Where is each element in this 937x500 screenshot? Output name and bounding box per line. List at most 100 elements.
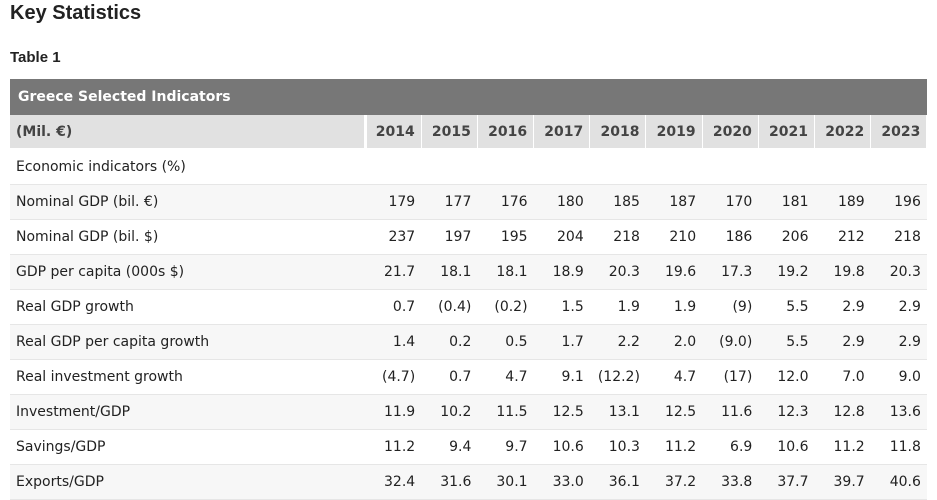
table-cell: 185 bbox=[589, 184, 646, 220]
table-row: Investment/GDP 11.9 10.2 11.5 12.5 13.1 12.5 11… bbox=[10, 394, 927, 430]
table-cell: 181 bbox=[758, 184, 815, 220]
table-cell: 189 bbox=[814, 184, 871, 220]
table-cell: 11.9 bbox=[365, 394, 422, 430]
table-cell: (17) bbox=[702, 359, 759, 395]
table-cell: 12.0 bbox=[758, 359, 815, 395]
table-cell: 6.9 bbox=[702, 429, 759, 465]
row-label: Nominal GDP (bil. $) bbox=[10, 219, 365, 255]
table-cell: 179 bbox=[365, 184, 422, 220]
table-cell: 17.3 bbox=[702, 254, 759, 290]
row-label: Real investment growth bbox=[10, 359, 365, 395]
year-header-2019: 2019 bbox=[645, 115, 703, 150]
year-header-2016: 2016 bbox=[477, 115, 535, 150]
row-label: Real GDP per capita growth bbox=[10, 324, 365, 360]
table-cell: 11.2 bbox=[645, 429, 703, 465]
table-cell: 210 bbox=[645, 219, 703, 255]
table-cell: 2.0 bbox=[645, 324, 703, 360]
table-row: Savings/GDP 11.2 9.4 9.7 10.6 10.3 11.2 6.9 10.6… bbox=[10, 429, 927, 465]
table-cell: 2.9 bbox=[870, 289, 927, 325]
table-cell: 186 bbox=[702, 219, 759, 255]
table-cell: 11.2 bbox=[365, 429, 422, 465]
table-cell: 11.2 bbox=[814, 429, 871, 465]
table-cell: 20.3 bbox=[589, 254, 646, 290]
row-label: Nominal GDP (bil. €) bbox=[10, 184, 365, 220]
table-row: Real investment growth (4.7) 0.7 4.7 9.1 (12.… bbox=[10, 359, 927, 395]
table-cell: 1.9 bbox=[589, 289, 646, 325]
table-cell: 9.0 bbox=[870, 359, 927, 395]
table-cell: 187 bbox=[645, 184, 703, 220]
table-cell: 10.2 bbox=[421, 394, 478, 430]
table-cell: 176 bbox=[477, 184, 534, 220]
table-cell: 4.7 bbox=[645, 359, 703, 395]
table-cell: 5.5 bbox=[758, 289, 815, 325]
table-cell: 196 bbox=[870, 184, 927, 220]
table-cell: 197 bbox=[421, 219, 478, 255]
table-cell: 18.9 bbox=[533, 254, 590, 290]
table-cell: 12.5 bbox=[645, 394, 703, 430]
table-caption: Greece Selected Indicators bbox=[10, 79, 927, 115]
row-label: Investment/GDP bbox=[10, 394, 365, 430]
year-header-2015: 2015 bbox=[421, 115, 478, 150]
table-cell: 2.2 bbox=[589, 324, 646, 360]
table-label: Table 1 bbox=[10, 49, 61, 66]
table-cell: 204 bbox=[533, 219, 590, 255]
row-label: GDP per capita (000s $) bbox=[10, 254, 365, 290]
section-row: Economic indicators (%) bbox=[10, 149, 927, 185]
table-cell: (4.7) bbox=[365, 359, 422, 395]
year-header-2017: 2017 bbox=[533, 115, 591, 150]
table-cell: (0.4) bbox=[421, 289, 478, 325]
table-cell: 7.0 bbox=[814, 359, 871, 395]
indicators-table-container: Greece Selected Indicators (Mil. €) 2014… bbox=[10, 79, 928, 500]
table-cell: 212 bbox=[814, 219, 871, 255]
table-row: Nominal GDP (bil. $) 237 197 195 204 218 210 18… bbox=[10, 219, 927, 255]
table-row: GDP per capita (000s $) 21.7 18.1 18.1 18.9 2… bbox=[10, 254, 927, 290]
table-row: Nominal GDP (bil. €) 179 177 176 180 185 187 17… bbox=[10, 184, 927, 220]
table-cell: 20.3 bbox=[870, 254, 927, 290]
table-cell: 5.5 bbox=[758, 324, 815, 360]
table-cell: (0.2) bbox=[477, 289, 534, 325]
table-cell: 206 bbox=[758, 219, 815, 255]
table-cell: 12.8 bbox=[814, 394, 871, 430]
table-cell: 177 bbox=[421, 184, 478, 220]
year-header-2014: 2014 bbox=[365, 115, 422, 150]
table-cell: 13.1 bbox=[589, 394, 646, 430]
year-header-2023: 2023 bbox=[870, 115, 928, 150]
table-cell: 170 bbox=[702, 184, 759, 220]
table-body: Economic indicators (%) Nominal GDP (bil… bbox=[10, 149, 927, 500]
table-header-row: (Mil. €) 2014 2015 2016 2017 2018 2019 2020 202… bbox=[10, 115, 928, 150]
table-cell: (9) bbox=[702, 289, 759, 325]
table-row: Real GDP growth 0.7 (0.4) (0.2) 1.5 1.9 1.9 (9)… bbox=[10, 289, 927, 325]
table-row: Real GDP per capita growth 1.4 0.2 0.5 1.7 2.… bbox=[10, 324, 927, 360]
table-cell: 19.6 bbox=[645, 254, 703, 290]
table-cell: 9.4 bbox=[421, 429, 478, 465]
table-cell: 195 bbox=[477, 219, 534, 255]
row-label: Real GDP growth bbox=[10, 289, 365, 325]
table-cell: 0.2 bbox=[421, 324, 478, 360]
table-cell: 0.5 bbox=[477, 324, 534, 360]
year-header-2020: 2020 bbox=[702, 115, 759, 150]
table-cell: 21.7 bbox=[365, 254, 422, 290]
table-cell: 11.6 bbox=[702, 394, 759, 430]
year-header-2018: 2018 bbox=[589, 115, 647, 150]
table-cell: 12.5 bbox=[533, 394, 590, 430]
table-cell: 11.5 bbox=[477, 394, 534, 430]
table-cell: 237 bbox=[365, 219, 422, 255]
table-cell: 2.9 bbox=[814, 324, 871, 360]
table-cell: 9.1 bbox=[533, 359, 590, 395]
table-cell: 2.9 bbox=[870, 324, 927, 360]
table-cell: 0.7 bbox=[365, 289, 422, 325]
section-label: Economic indicators (%) bbox=[10, 149, 927, 185]
year-header-2022: 2022 bbox=[814, 115, 872, 150]
table-cell: 19.8 bbox=[814, 254, 871, 290]
table-cell: 10.6 bbox=[758, 429, 815, 465]
table-cell: 12.3 bbox=[758, 394, 815, 430]
year-header-2021: 2021 bbox=[758, 115, 816, 150]
table-cell: 180 bbox=[533, 184, 590, 220]
table-cell: 1.4 bbox=[365, 324, 422, 360]
table-cell: 19.2 bbox=[758, 254, 815, 290]
table-cell: (9.0) bbox=[702, 324, 759, 360]
table-cell: 18.1 bbox=[421, 254, 478, 290]
table-cell: 4.7 bbox=[477, 359, 534, 395]
table-cell: 218 bbox=[870, 219, 927, 255]
unit-header: (Mil. €) bbox=[10, 115, 367, 150]
